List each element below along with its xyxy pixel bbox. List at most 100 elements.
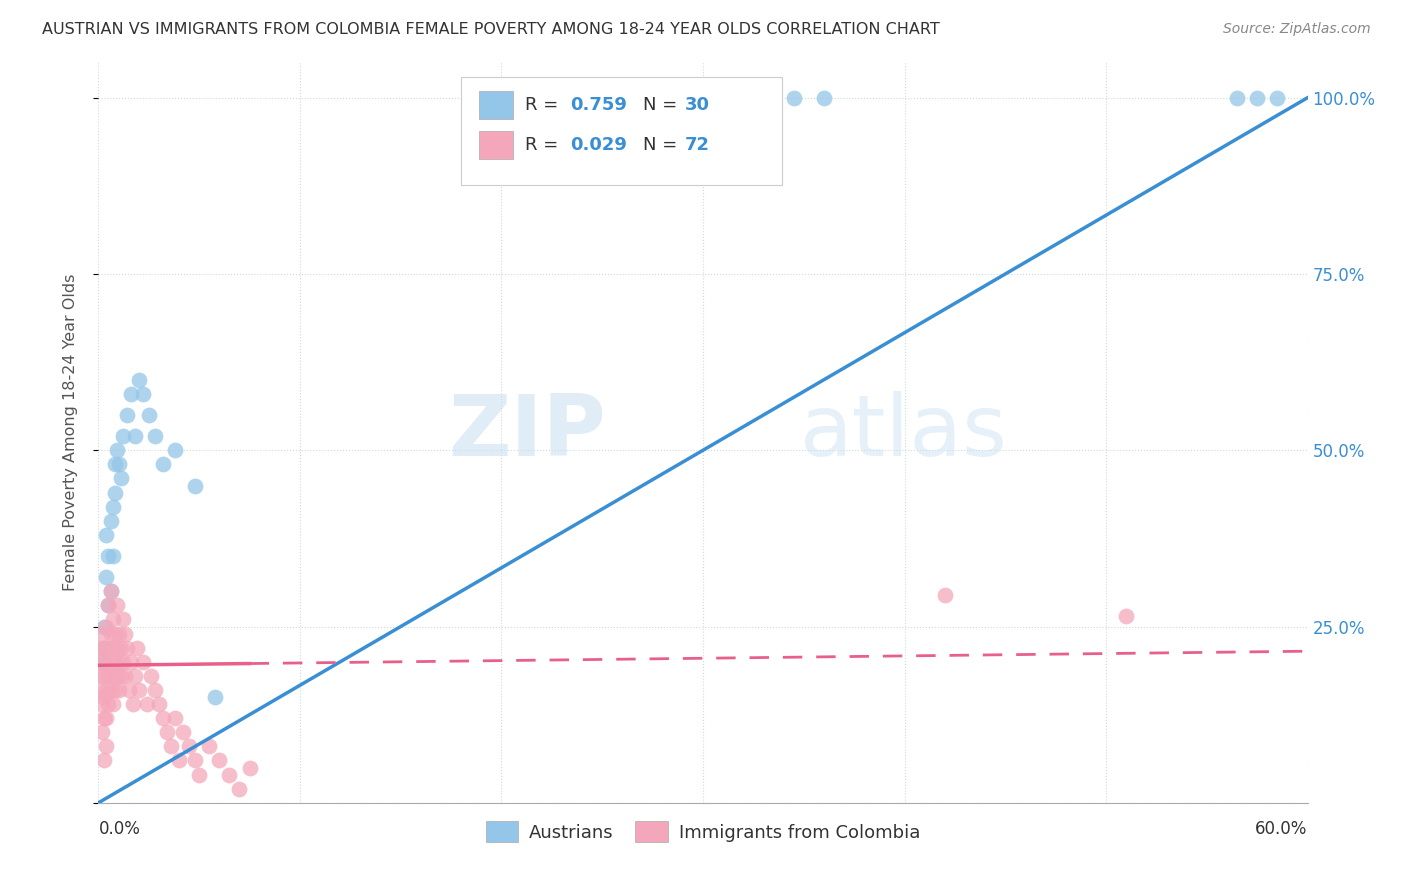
Point [105,443,128,458]
Point [128,373,150,387]
Point [110,640,132,655]
Point [167,754,190,768]
Point [107,458,129,472]
Point [114,669,136,683]
Point [97,669,120,683]
Point [103,683,125,698]
Text: AUSTRIAN VS IMMIGRANTS FROM COLOMBIA FEMALE POVERTY AMONG 18-24 YEAR OLDS CORREL: AUSTRIAN VS IMMIGRANTS FROM COLOMBIA FEM… [42,22,941,37]
Point [124,669,146,683]
Point [91,626,114,640]
Y-axis label: Female Poverty Among 18-24 Year Olds: Female Poverty Among 18-24 Year Olds [63,274,77,591]
Point [139,669,162,683]
Point [110,669,132,683]
FancyBboxPatch shape [479,130,513,159]
Point [813,91,835,105]
Point [111,655,134,669]
Point [96,739,118,754]
Legend: Austrians, Immigrants from Colombia: Austrians, Immigrants from Colombia [478,814,928,849]
Point [97,640,120,655]
Point [107,683,129,698]
Point [208,754,231,768]
Point [132,655,155,669]
Point [96,711,118,725]
Point [89,683,111,698]
Point [89,655,111,669]
Point [93,711,115,725]
Point [97,697,120,711]
Point [96,619,118,633]
Point [1226,91,1249,105]
Point [97,599,120,613]
Point [91,725,114,739]
Point [93,690,115,704]
Point [105,599,128,613]
Text: 0.0%: 0.0% [98,821,141,838]
Point [100,584,122,599]
Point [179,739,201,754]
Point [101,612,124,626]
Point [107,626,129,640]
Text: R =: R = [526,136,564,153]
Point [128,683,150,698]
Point [110,471,132,485]
Point [152,458,174,472]
Point [93,669,115,683]
Point [148,697,170,711]
Point [124,429,146,443]
FancyBboxPatch shape [479,91,513,120]
Point [96,570,118,584]
Point [100,683,122,698]
Text: atlas: atlas [800,391,1008,475]
Point [93,619,115,633]
Point [105,640,128,655]
Text: R =: R = [526,96,564,114]
Text: 72: 72 [685,136,710,153]
Point [93,640,115,655]
Point [143,683,166,698]
Point [91,697,114,711]
Point [101,500,124,514]
Point [93,640,115,655]
Point [101,669,124,683]
Point [188,767,211,781]
Point [114,626,136,640]
Point [152,711,174,725]
Point [100,514,122,528]
Text: 0.029: 0.029 [569,136,627,153]
Point [100,584,122,599]
Point [156,725,179,739]
Point [160,739,183,754]
Point [103,655,125,669]
Point [121,697,143,711]
Point [120,387,142,401]
Point [132,387,155,401]
Point [934,588,956,602]
Point [103,485,125,500]
Text: 60.0%: 60.0% [1256,821,1308,838]
Text: Source: ZipAtlas.com: Source: ZipAtlas.com [1223,22,1371,37]
Point [103,458,125,472]
Point [97,549,120,563]
Point [1267,91,1289,105]
Point [115,408,138,422]
Point [103,626,125,640]
Point [138,408,160,422]
Point [96,683,118,698]
Point [239,760,262,774]
Text: 30: 30 [685,96,710,114]
Point [172,725,194,739]
Point [111,612,134,626]
Point [228,781,250,796]
Point [100,626,122,640]
Point [184,478,207,492]
Point [96,528,118,542]
Point [107,655,129,669]
Point [89,640,111,655]
Point [101,640,124,655]
Point [118,683,141,698]
Point [120,655,142,669]
Point [111,429,134,443]
Point [105,669,128,683]
Text: N =: N = [643,96,682,114]
Point [1115,609,1137,624]
